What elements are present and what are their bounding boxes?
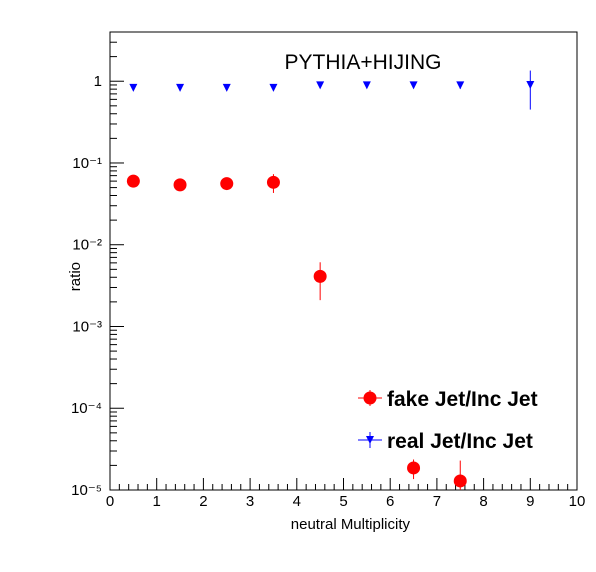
x-tick-label: 5 [339,493,347,510]
legend-marker [363,391,377,405]
data-point [526,80,535,89]
data-point [126,174,140,188]
data-point [316,81,325,90]
x-tick-label: 8 [479,493,487,510]
y-tick-label: 10⁻⁴ [71,400,102,417]
data-point [269,83,278,92]
legend-label: fake Jet/Inc Jet [387,388,538,411]
data-point [173,178,187,192]
data-point [409,81,418,90]
y-tick-label: 1 [94,73,102,90]
x-tick-label: 0 [106,493,114,510]
y-tick-label: 10⁻¹ [72,155,102,172]
y-tick-label: 10⁻³ [72,318,102,335]
data-point [456,81,465,90]
data-point [266,175,280,189]
data-point [362,81,371,90]
x-tick-label: 3 [246,493,254,510]
y-tick-label: 10⁻⁵ [71,482,102,499]
legend-label: real Jet/Inc Jet [387,430,533,453]
x-tick-label: 4 [293,493,301,510]
x-axis-label: neutral Multiplicity [291,516,411,533]
data-point [176,83,185,92]
legend-marker [366,436,374,444]
data-point [222,83,231,92]
data-point [220,177,234,191]
x-tick-label: 1 [153,493,161,510]
y-axis-label: ratio [67,262,84,291]
data-point [313,269,327,283]
chart-title: PYTHIA+HIJING [285,51,442,74]
y-tick-label: 10⁻² [72,237,102,254]
x-tick-label: 9 [526,493,534,510]
data-point [129,83,138,92]
data-point [453,474,467,488]
x-tick-label: 6 [386,493,394,510]
x-tick-label: 2 [199,493,207,510]
data-point [407,461,421,475]
x-tick-label: 7 [433,493,441,510]
x-tick-label: 10 [569,493,586,510]
